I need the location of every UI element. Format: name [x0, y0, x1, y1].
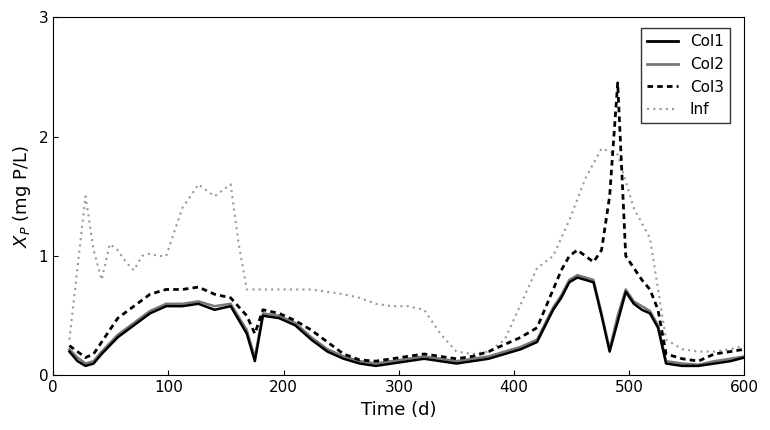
Col2 — [517, 344, 526, 350]
Inf — [65, 337, 74, 342]
Col3 — [557, 268, 566, 273]
Col2 — [500, 349, 510, 354]
Col1 — [532, 339, 541, 344]
Inf — [169, 230, 179, 235]
Line: Col2: Col2 — [69, 275, 745, 365]
Inf — [678, 347, 687, 352]
Y-axis label: $X_P$ (mg P/L): $X_P$ (mg P/L) — [11, 145, 33, 248]
Col2 — [65, 347, 74, 352]
Col1 — [258, 313, 267, 318]
Col3 — [740, 347, 749, 352]
Col2 — [250, 355, 259, 360]
Col3 — [65, 343, 74, 348]
Line: Col3: Col3 — [69, 83, 745, 361]
Line: Col1: Col1 — [69, 277, 745, 366]
X-axis label: Time (d): Time (d) — [361, 401, 437, 419]
Col1 — [740, 355, 749, 360]
Col1 — [564, 280, 574, 285]
Col1 — [557, 295, 566, 301]
Col2 — [694, 362, 703, 367]
Legend: Col1, Col2, Col3, Inf: Col1, Col2, Col3, Inf — [641, 28, 730, 123]
Inf — [597, 146, 606, 151]
Col2 — [548, 305, 557, 310]
Inf — [226, 182, 236, 187]
Inf — [726, 347, 735, 352]
Col1 — [621, 289, 631, 295]
Line: Inf: Inf — [69, 148, 745, 354]
Inf — [468, 351, 477, 356]
Col3 — [621, 253, 631, 258]
Col3 — [532, 325, 541, 330]
Col2 — [613, 313, 622, 318]
Col2 — [740, 354, 749, 359]
Col1 — [517, 347, 526, 352]
Col2 — [573, 273, 582, 278]
Col1 — [81, 363, 90, 369]
Col1 — [65, 349, 74, 354]
Col3 — [371, 359, 380, 364]
Col3 — [517, 335, 526, 340]
Inf — [113, 248, 122, 253]
Col3 — [250, 331, 259, 336]
Col3 — [564, 253, 574, 258]
Inf — [740, 343, 749, 348]
Col1 — [573, 275, 582, 280]
Col2 — [557, 293, 566, 298]
Col3 — [613, 80, 622, 86]
Inf — [146, 251, 155, 256]
